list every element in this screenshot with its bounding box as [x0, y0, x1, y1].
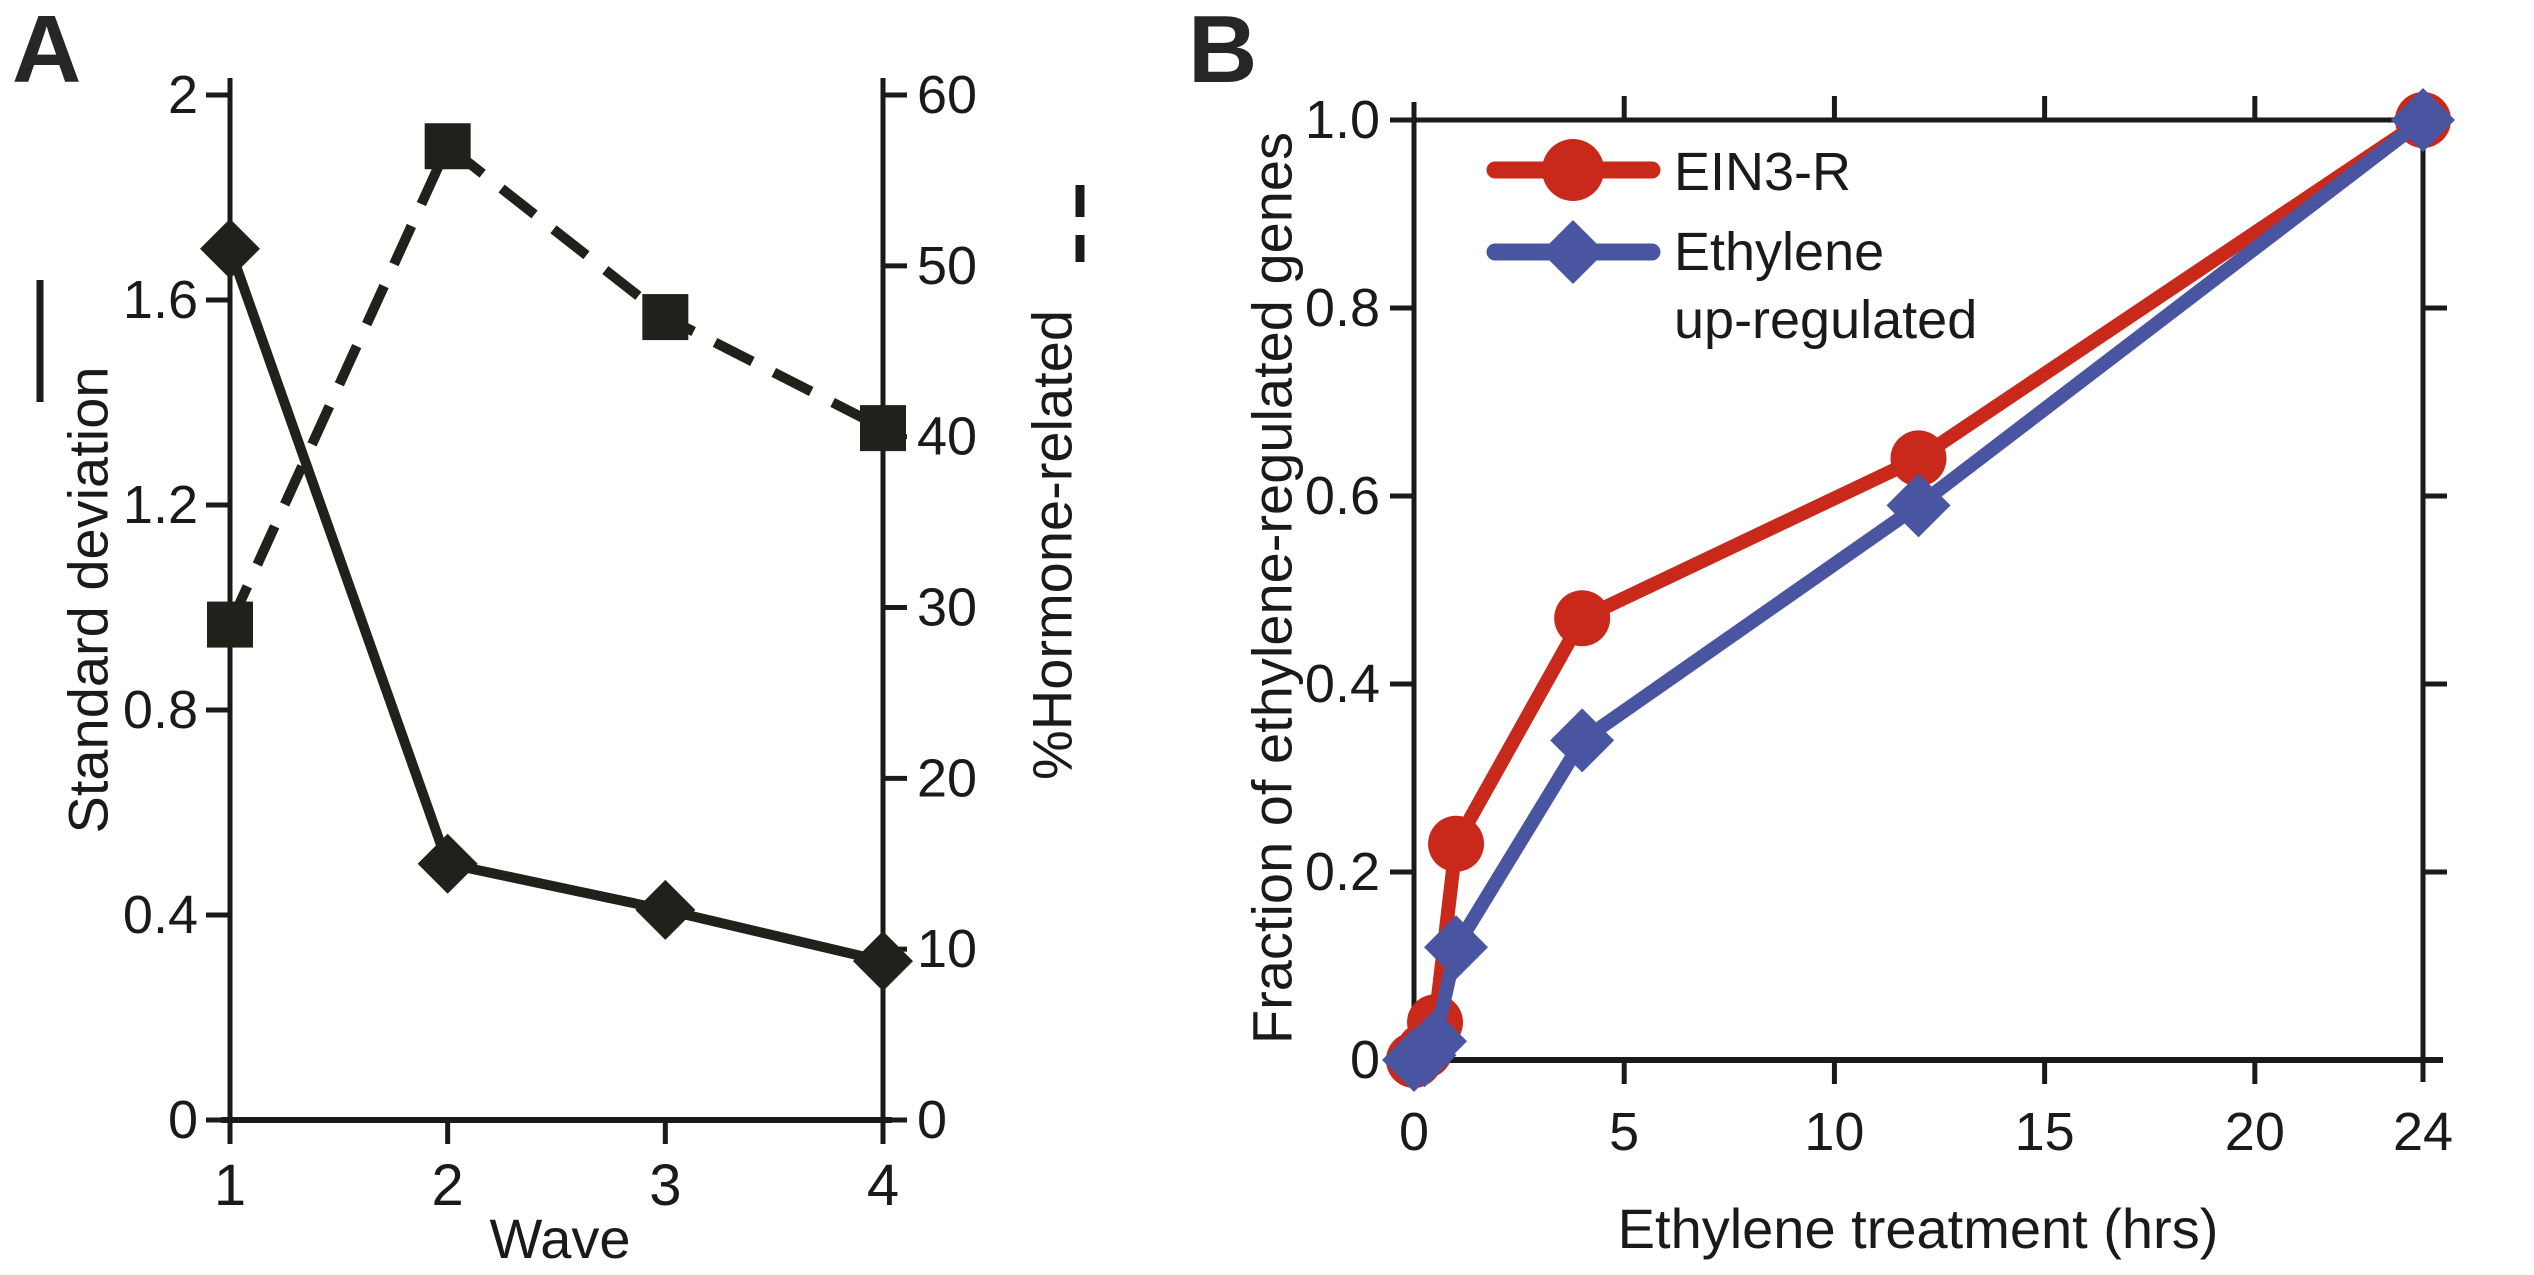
- a-diamond-data-point-marker: [417, 833, 478, 894]
- legend-label-ethylene-upregulated: Ethylene up-regulated: [1674, 218, 1977, 354]
- a-left-tick-label: 2: [168, 65, 198, 125]
- b-x-tick-label: 15: [2015, 1102, 2075, 1162]
- b-diamond-data-point-marker: [1886, 473, 1951, 538]
- a-diamond-data-point-marker: [200, 218, 260, 279]
- a-left-tick-label: 1.6: [123, 270, 198, 330]
- panel-a-right-axis-title: %Hormone-related: [1020, 310, 1084, 780]
- a-right-tick-label: 10: [917, 919, 977, 979]
- panel-b-x-axis-title: Ethylene treatment (hrs): [1617, 1197, 2219, 1260]
- a-wave-tick-label: 2: [432, 1153, 464, 1218]
- b-left-tick-label: 0.6: [1305, 466, 1380, 526]
- b-x-tick-label: 20: [2225, 1102, 2285, 1162]
- b-circle-data-point-marker: [1890, 430, 1947, 487]
- legend-label-ethylene-line1: Ethylene: [1674, 222, 1885, 282]
- a-diamond-data-point-marker: [853, 931, 913, 992]
- panel-b-letter: B: [1188, 0, 1258, 103]
- a-square-data-point-marker: [207, 601, 253, 648]
- b-circle-data-point-marker: [1554, 590, 1611, 647]
- a-wave-tick-label: 3: [649, 1153, 681, 1218]
- b-left-tick-label: 0.4: [1305, 654, 1380, 714]
- a-diamond-data-point-marker: [635, 879, 696, 940]
- b-diamond-data-point-marker: [2391, 88, 2455, 152]
- b-x-tick-label: 24: [2393, 1102, 2453, 1162]
- b-diamond-data-point-marker: [1403, 1009, 1468, 1074]
- panel-b-y-axis-title: Fraction of ethylene-regulated genes: [1240, 131, 1304, 1045]
- b-diamond-data-point-marker: [1550, 708, 1615, 773]
- b-legend-ein3r-circle-marker: [1542, 139, 1604, 201]
- b-left-tick-label: 0: [1350, 1030, 1380, 1090]
- b-diamond-data-point-marker: [1424, 915, 1489, 980]
- panel-a-left-axis-title: Standard deviation: [56, 366, 120, 834]
- legend-label-ethylene-line2: up-regulated: [1674, 290, 1978, 351]
- a-right-tick-label: 20: [917, 748, 977, 808]
- a-left-tick-label: 0.4: [123, 885, 198, 945]
- b-x-tick-label: 5: [1609, 1102, 1639, 1162]
- a-wave-tick-label: 1: [214, 1153, 246, 1218]
- a-left-tick-label: 0.8: [123, 680, 198, 740]
- a-right-tick-label: 0: [917, 1090, 947, 1150]
- a-square-data-point-marker: [860, 405, 906, 452]
- a-square-data-point-marker: [642, 294, 689, 341]
- a-right-tick-label: 40: [917, 407, 977, 467]
- a-right-tick-label: 60: [917, 65, 977, 125]
- a-right-tick-label: 50: [917, 236, 977, 296]
- b-x-tick-label: 10: [1804, 1102, 1864, 1162]
- b-left-tick-label: 1.0: [1305, 90, 1380, 150]
- panel-a-x-axis-title: Wave: [489, 1207, 631, 1270]
- panel-a-letter: A: [12, 0, 82, 103]
- a-series-line-hormone-related: [225, 138, 886, 627]
- b-legend-ethylene-diamond-marker: [1541, 220, 1605, 284]
- a-left-tick-label: 0: [168, 1090, 198, 1150]
- b-left-tick-label: 0.8: [1305, 278, 1380, 338]
- legend-label-ein3-r: EIN3-R: [1674, 142, 1852, 202]
- a-right-tick-label: 30: [917, 578, 977, 638]
- a-square-data-point-marker: [424, 123, 471, 170]
- a-series-line-standard-deviation: [225, 247, 885, 966]
- b-circle-data-point-marker: [1428, 815, 1485, 872]
- a-left-tick-label: 1.2: [123, 475, 198, 535]
- a-wave-tick-label: 4: [867, 1153, 899, 1218]
- b-left-tick-label: 0.2: [1305, 842, 1380, 902]
- b-x-tick-label: 0: [1399, 1102, 1429, 1162]
